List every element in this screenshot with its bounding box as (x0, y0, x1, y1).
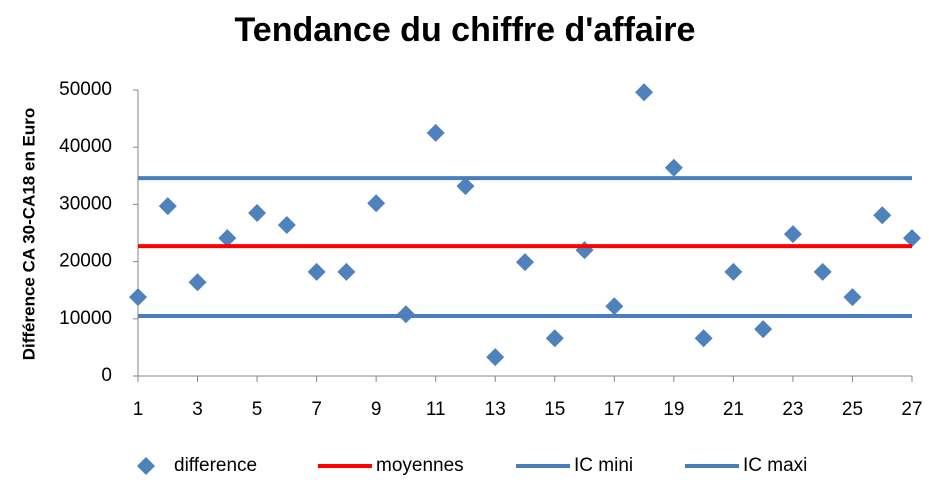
x-tick-label: 15 (544, 399, 565, 420)
y-tick-label: 40000 (59, 136, 112, 157)
x-tick-label: 9 (371, 399, 382, 420)
data-point (873, 206, 892, 225)
x-tick-label: 11 (426, 399, 446, 420)
data-point (426, 123, 445, 142)
legend-label: IC maxi (743, 455, 807, 476)
data-point (158, 197, 177, 216)
y-tick-label: 10000 (59, 308, 112, 329)
x-tick-label: 19 (663, 399, 684, 420)
data-point (903, 229, 921, 248)
legend-label: IC mini (574, 455, 633, 476)
data-point (337, 262, 356, 281)
chart-title: Tendance du chiffre d'affaire (235, 11, 696, 49)
x-tick-label: 13 (485, 399, 506, 420)
legend-label: moyennes (376, 455, 464, 476)
data-point (575, 241, 594, 260)
data-point (307, 262, 326, 281)
y-axis-label: Différence CA 30-CA18 en Euro (19, 108, 38, 361)
data-point (813, 262, 832, 281)
data-point (754, 320, 773, 339)
data-point (218, 229, 237, 248)
data-point (456, 177, 475, 196)
data-point (664, 158, 683, 177)
data-point (724, 262, 743, 281)
data-point (694, 329, 713, 348)
data-point (129, 288, 147, 307)
x-tick-label: 3 (192, 399, 203, 420)
y-tick-label: 50000 (59, 79, 112, 100)
x-tick-label: 1 (133, 399, 144, 420)
y-tick-label: 30000 (59, 193, 112, 214)
x-tick-label: 25 (842, 399, 863, 420)
x-tick-label: 23 (782, 399, 803, 420)
data-point (783, 225, 802, 244)
x-tick-label: 5 (252, 399, 263, 420)
x-tick-label: 21 (723, 399, 744, 420)
data-point (545, 329, 564, 348)
x-tick-label: 27 (901, 399, 922, 420)
x-tick-label: 7 (311, 399, 322, 420)
data-point (277, 215, 296, 234)
y-tick-label: 20000 (59, 251, 112, 272)
data-point (188, 273, 207, 292)
data-point (843, 288, 862, 307)
data-point (248, 203, 267, 222)
data-point (486, 348, 505, 367)
data-point (605, 297, 624, 316)
y-tick-label: 0 (101, 365, 112, 386)
legend-label: difference (174, 455, 257, 476)
x-tick-label: 17 (604, 399, 625, 420)
legend-swatch (137, 457, 155, 475)
data-point (367, 194, 386, 213)
data-point (635, 83, 654, 102)
data-point (516, 253, 534, 272)
